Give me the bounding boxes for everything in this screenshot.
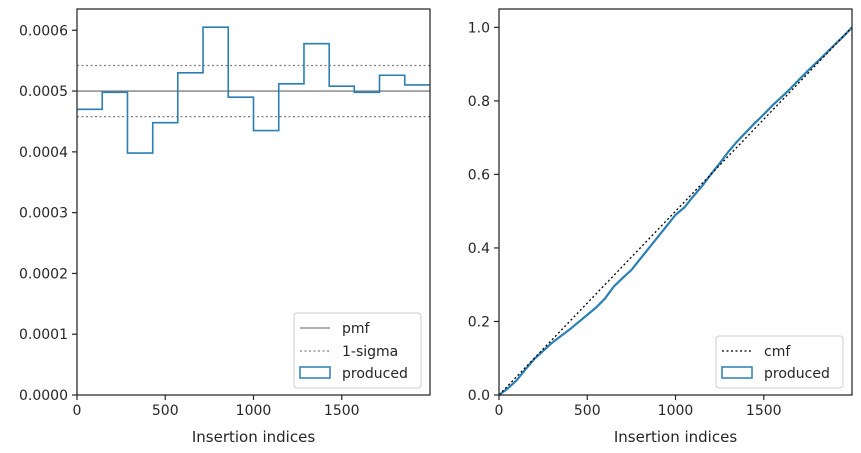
y-tick-label: 0.0003	[19, 206, 68, 222]
produced-line-series	[498, 26, 853, 396]
legend-left: pmf 1-sigma produced	[293, 312, 422, 389]
pmf-histogram-chart: 0 500 1000 1500 0.0000 0.0001 0.0002 0.0003 0.00…	[19, 8, 431, 446]
x-tick-label: 1000	[236, 403, 272, 419]
y-tick-label: 0.0001	[19, 327, 68, 343]
x-tick-label: 1000	[658, 403, 694, 419]
x-tick-label: 500	[574, 403, 601, 419]
plot-frame-right	[498, 8, 853, 396]
x-tick-label: 0	[73, 403, 82, 419]
y-tick-label: 0.2	[468, 314, 490, 330]
y-tick-label: 0.4	[468, 241, 490, 257]
y-tick-label: 0.0002	[19, 266, 68, 282]
y-tick-label: 0.6	[468, 167, 490, 183]
y-tick-label: 0.8	[468, 94, 490, 110]
legend-label-cmf: cmf	[764, 344, 791, 360]
legend-box-left	[293, 312, 422, 389]
produced-step-series	[77, 26, 430, 154]
legend-box-right	[715, 335, 844, 389]
tick-layer-right: 0 500 1000 1500 0.0 0.2 0.4 0.6 0.8 1.0	[468, 20, 782, 419]
x-axis-label-left: Insertion indices	[192, 428, 315, 446]
y-tick-label: 0.0004	[19, 145, 68, 161]
y-tick-label: 0.0	[468, 388, 490, 404]
legend-right: cmf produced	[715, 335, 844, 389]
legend-label-produced-left: produced	[342, 366, 408, 382]
cmf-line-series	[498, 26, 853, 396]
plot-frame-left	[76, 8, 431, 396]
x-tick-label: 1500	[324, 403, 360, 419]
legend-label-produced-right: produced	[764, 366, 830, 382]
x-tick-label: 1500	[746, 403, 782, 419]
legend-label-1-sigma: 1-sigma	[342, 344, 398, 360]
x-tick-label: 0	[495, 403, 504, 419]
plot-area-right	[499, 9, 852, 395]
series-layer-right	[498, 26, 853, 396]
y-tick-label: 0.0006	[19, 23, 68, 39]
tick-layer-left: 0 500 1000 1500 0.0000 0.0001 0.0002 0.0003 0.00…	[19, 23, 360, 419]
x-tick-label: 500	[152, 403, 179, 419]
y-tick-label: 0.0000	[19, 388, 68, 404]
legend-marker-produced-right	[721, 366, 753, 379]
y-tick-label: 0.0005	[19, 84, 68, 100]
legend-label-pmf: pmf	[342, 321, 371, 337]
x-axis-label-right: Insertion indices	[614, 428, 737, 446]
cmf-line-chart: 0 500 1000 1500 0.0 0.2 0.4 0.6 0.8 1.0 Insertion…	[468, 8, 853, 446]
series-layer-left	[77, 26, 430, 154]
y-tick-label: 1.0	[468, 20, 490, 36]
legend-marker-produced-left	[299, 366, 331, 379]
